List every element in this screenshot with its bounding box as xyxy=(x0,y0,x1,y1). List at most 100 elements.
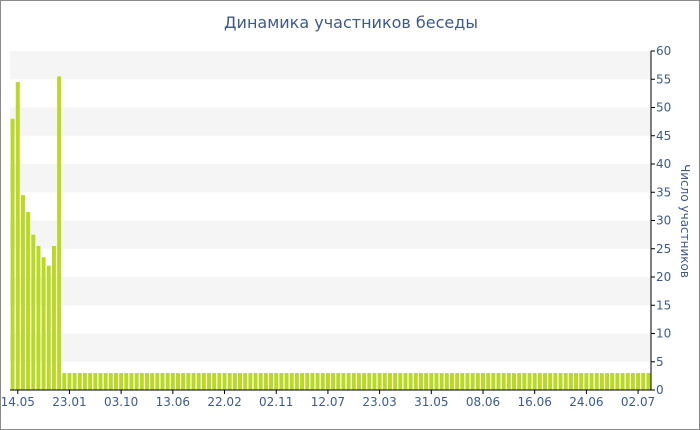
bar xyxy=(217,373,222,390)
bar xyxy=(170,373,175,390)
bar xyxy=(248,373,253,390)
bar xyxy=(212,373,217,390)
bar xyxy=(512,373,516,390)
bar xyxy=(279,373,284,390)
y-tick-label: 55 xyxy=(656,72,671,86)
bar xyxy=(501,373,506,390)
y-tick-label: 40 xyxy=(656,157,671,171)
bar xyxy=(558,373,563,390)
bar xyxy=(563,373,568,390)
bar xyxy=(150,373,155,390)
bar xyxy=(465,373,470,390)
bar xyxy=(243,373,248,390)
bar xyxy=(584,373,589,390)
bar xyxy=(398,373,403,390)
bar xyxy=(579,373,584,390)
x-tick-label: 02.11 xyxy=(259,395,293,409)
bar xyxy=(362,373,367,390)
bar xyxy=(331,373,336,390)
bar xyxy=(599,373,604,390)
grid-bands xyxy=(10,51,651,362)
bar xyxy=(310,373,315,390)
bar xyxy=(300,373,305,390)
bar xyxy=(139,373,144,390)
bar xyxy=(258,373,263,390)
bar xyxy=(491,373,496,390)
bar xyxy=(455,373,460,390)
bar xyxy=(460,373,465,390)
bar xyxy=(155,373,160,390)
bar xyxy=(568,373,573,390)
x-tick-label: 16.06 xyxy=(518,395,552,409)
bar xyxy=(470,373,475,390)
bar xyxy=(387,373,392,390)
y-tick-label: 35 xyxy=(656,185,671,199)
bar xyxy=(129,373,134,390)
bar xyxy=(403,373,408,390)
x-tick-label: 03.10 xyxy=(104,395,138,409)
x-tick-label: 08.06 xyxy=(466,395,500,409)
x-tick-label: 31.05 xyxy=(414,395,448,409)
bar xyxy=(165,373,170,390)
x-tick-label: 13.06 xyxy=(156,395,190,409)
y-tick-label: 60 xyxy=(656,44,671,58)
bar xyxy=(537,373,542,390)
bar xyxy=(108,373,113,390)
bar xyxy=(532,373,537,390)
bar xyxy=(253,373,258,390)
y-tick-label: 30 xyxy=(656,214,671,228)
bar xyxy=(574,373,579,390)
grid-band xyxy=(10,277,651,306)
bar xyxy=(620,373,625,390)
bar xyxy=(222,373,227,390)
bar xyxy=(77,373,82,390)
bar xyxy=(67,373,72,390)
bar xyxy=(408,373,413,390)
bar xyxy=(424,373,429,390)
bar xyxy=(589,373,594,390)
bar xyxy=(88,373,93,390)
bar xyxy=(294,373,299,390)
bar xyxy=(475,373,480,390)
bar xyxy=(351,373,356,390)
bar xyxy=(382,373,387,390)
bar xyxy=(506,373,511,390)
bar xyxy=(320,373,325,390)
bar xyxy=(630,373,635,390)
bar xyxy=(367,373,372,390)
bar xyxy=(62,373,67,390)
grid-band xyxy=(10,107,651,136)
bar xyxy=(124,373,129,390)
bar xyxy=(486,373,491,390)
bar xyxy=(284,373,289,390)
bar xyxy=(325,373,330,390)
bar xyxy=(481,373,485,390)
bar xyxy=(439,373,444,390)
bar xyxy=(232,373,237,390)
bar xyxy=(113,373,118,390)
bars xyxy=(10,76,651,391)
bar xyxy=(57,76,62,391)
bar xyxy=(346,373,351,390)
bar xyxy=(418,373,423,390)
grid-band xyxy=(10,51,651,80)
y-tick-label: 5 xyxy=(656,355,664,369)
bar xyxy=(145,373,149,390)
bar xyxy=(72,373,77,390)
bar xyxy=(553,373,558,390)
bar xyxy=(356,373,361,390)
bar xyxy=(191,373,196,390)
grid-band xyxy=(10,164,651,193)
y-tick-labels: 0 5 10 15 20 25 30 35 40 45 50 55 60 xyxy=(651,44,671,397)
bar xyxy=(496,373,501,390)
bar xyxy=(196,373,201,390)
bar xyxy=(615,373,620,390)
y-tick-label: 0 xyxy=(656,383,664,397)
bar xyxy=(429,373,434,390)
bar xyxy=(522,373,527,390)
y-tick-label: 25 xyxy=(656,242,671,256)
chart-title: Динамика участников беседы xyxy=(224,13,478,32)
bar xyxy=(305,373,310,390)
